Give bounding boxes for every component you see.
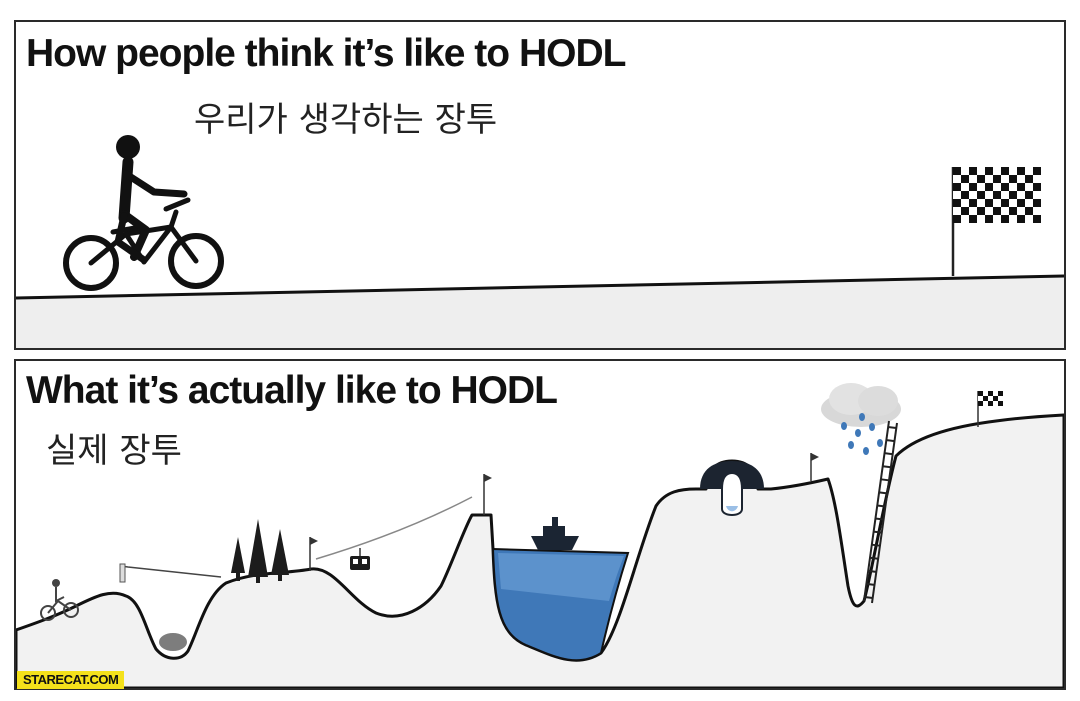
panel-subtitle: 우리가 생각하는 장투	[194, 100, 498, 140]
flat-road-line	[16, 274, 1064, 300]
pine-tree-icon	[231, 519, 289, 583]
watermark: STARECAT.COM	[17, 671, 125, 689]
cable-wire	[315, 496, 473, 560]
zip-line	[120, 565, 222, 578]
panel-reality: What it’s actually like to HODL 실제 장투	[14, 359, 1066, 690]
rocks	[159, 633, 187, 651]
ladder-icon	[863, 420, 898, 604]
panel-subtitle: 실제 장투	[46, 431, 182, 471]
flat-road-scene	[16, 135, 1064, 348]
panel-title: What it’s actually like to HODL	[26, 369, 558, 412]
cable-car-icon	[350, 548, 370, 570]
boat-icon	[531, 517, 579, 550]
panel-expectation: How people think it’s like to HODL 우리가 생…	[14, 20, 1066, 350]
rain-cloud-icon	[821, 383, 901, 455]
flag-icon	[309, 453, 819, 571]
checkered-flag-icon	[977, 391, 1003, 427]
checkered-flag-icon	[951, 167, 1041, 276]
panel-title: How people think it’s like to HODL	[26, 32, 626, 75]
cyclist-icon	[40, 579, 79, 621]
bridge-icon	[700, 461, 764, 516]
rough-terrain-scene	[16, 383, 1064, 688]
cyclist-icon	[63, 135, 224, 291]
